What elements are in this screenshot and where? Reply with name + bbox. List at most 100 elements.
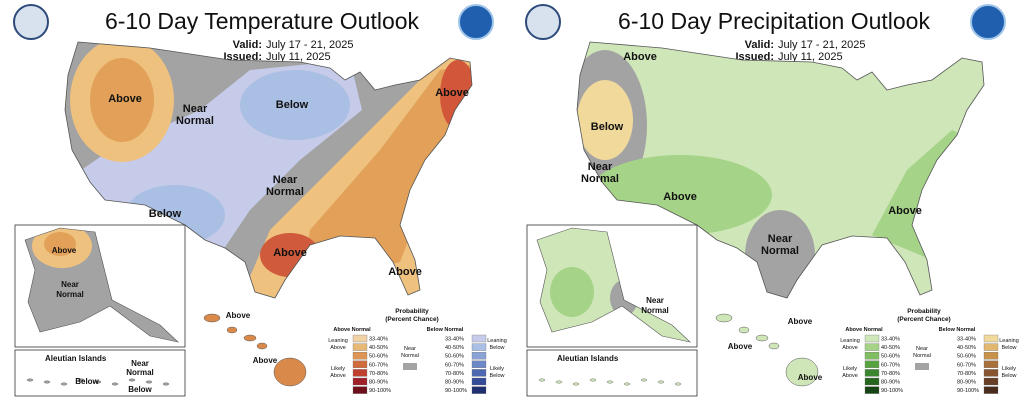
issued-date: July 11, 2025 [266,51,331,63]
legend-range: 40-50% [369,345,388,351]
island [538,378,546,382]
hawaii-label: Above [788,317,813,326]
alaska-label: Near Normal [56,280,84,299]
legend-swatch [983,377,999,386]
legend-group: Leaning Below [487,338,507,351]
legend-swatch [352,352,368,360]
legend-range: 80-90% [445,380,464,386]
island [589,378,597,382]
legend-swatch [864,360,880,368]
aleutian-title: Aleutian Islands [557,354,619,363]
hawaii-island [738,326,750,334]
legend-range: 50-60% [881,354,900,360]
legend-group: Likely Below [490,366,505,379]
legend-header: Below Normal [427,327,464,333]
legend-swatch [864,343,880,351]
aleutian-title: Aleutian Islands [45,354,107,363]
legend-range: 70-80% [369,371,388,377]
region-label-line: Below [276,99,309,111]
region-label: Above [623,51,657,63]
island [606,380,614,384]
aleutian-inset [14,349,186,397]
alaska-outline [24,227,179,343]
legend-swatch [471,377,487,386]
legend-group-line: Below [490,373,505,379]
region-label: Below [276,99,309,111]
hawaii-island [203,313,221,323]
island [128,378,136,382]
legend-range: 70-80% [445,371,464,377]
legend-swatch [983,369,999,377]
legend-swatch [864,386,880,394]
alaska-label-line: Near [646,296,664,305]
legend-swatch [471,334,487,343]
outlook-panel: 6-10 Day Precipitation Outlook Valid: July… [525,4,1019,397]
legend-swatch [471,360,487,368]
region-label-line: Above [663,191,697,203]
legend-range: 90-100% [369,388,391,394]
legend-swatch [864,377,880,386]
legend-title-line: (Percent Chance) [385,316,438,323]
hawaii-label: Above [226,311,251,320]
region-label-line: Near [273,174,298,186]
legend-header: Above Normal [333,327,371,333]
region-label: Above [388,266,422,278]
legend-swatch [864,352,880,360]
legend-near: Near Normal [401,346,419,359]
legend-swatch [471,386,487,394]
aleutian-label-line: Normal [126,368,154,377]
aleutian-label-line: Near [131,359,149,368]
legend-swatch [983,386,999,394]
legend-swatch [983,352,999,360]
legend-range: 70-80% [881,371,900,377]
legend-group: Likely Below [1002,366,1017,379]
legend-header: Below Normal [939,327,976,333]
aleutian-inset [526,349,698,397]
conus-outline [576,41,985,299]
legend-range: 50-60% [445,354,464,360]
hawaii-island [755,334,769,342]
region-label: Near Normal [266,174,304,198]
region-label-line: Above [435,87,469,99]
island [43,380,51,384]
legend-swatch [983,334,999,343]
region-label-line: Above [108,93,142,105]
legend-swatch [471,352,487,360]
island [145,380,153,384]
valid-date: July 17 - 21, 2025 [266,39,353,51]
legend-swatch [352,360,368,368]
legend-header: Above Normal [845,327,883,333]
legend-group-line: Below [1002,373,1017,379]
region-label-line: Near [588,161,613,173]
legend-group-line: Leaning [999,338,1019,344]
hawaii-island [273,357,307,387]
island [555,380,563,384]
island [111,382,119,386]
region-label: Near Normal [761,233,799,257]
legend-near: Near Normal [913,346,931,359]
alaska-label: Near Normal [641,296,669,315]
hawaii-label: Above [798,373,823,382]
legend-range: 90-100% [881,388,903,394]
alaska-label-line: Near [61,280,79,289]
legend-group-line: Above [330,373,346,379]
island [77,378,85,382]
aleutian-label-line: Below [75,377,99,386]
outlook-region [240,70,350,140]
alaska-label: Above [52,246,77,255]
alaska-region [44,232,76,256]
seal-logo [13,4,49,40]
island [26,378,34,382]
legend-swatch [403,363,417,370]
region-label-line: Normal [176,115,214,127]
alaska-label-line: Normal [56,290,84,299]
island [162,382,170,386]
region-label-line: Normal [761,245,799,257]
legend-range: 80-90% [881,380,900,386]
legend-group-line: Leaning [487,338,507,344]
legend-range: 60-70% [445,362,464,368]
outlook-panel: 6-10 Day Temperature Outlook Valid: July 1… [13,4,507,397]
legend-range: 33-40% [369,337,388,343]
hawaii-island [256,342,268,350]
legend-range: 40-50% [957,345,976,351]
